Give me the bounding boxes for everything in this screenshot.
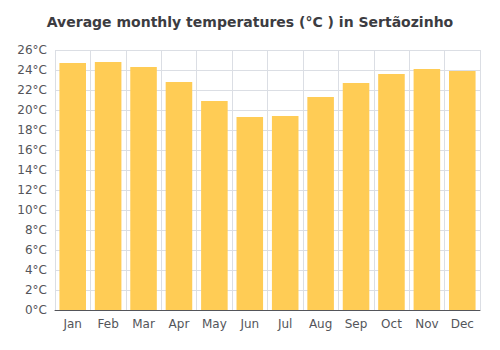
svg-text:6°C: 6°C (25, 243, 47, 257)
svg-text:26°C: 26°C (17, 43, 47, 57)
svg-text:Jun: Jun (239, 317, 259, 331)
svg-text:10°C: 10°C (17, 203, 47, 217)
svg-text:24°C: 24°C (17, 63, 47, 77)
svg-text:Oct: Oct (381, 317, 402, 331)
svg-text:16°C: 16°C (17, 143, 47, 157)
svg-text:Jan: Jan (62, 317, 82, 331)
svg-text:Sep: Sep (345, 317, 368, 331)
svg-text:22°C: 22°C (17, 83, 47, 97)
svg-text:4°C: 4°C (25, 263, 47, 277)
svg-text:Nov: Nov (415, 317, 438, 331)
svg-text:Feb: Feb (98, 317, 119, 331)
svg-text:12°C: 12°C (17, 183, 47, 197)
svg-text:14°C: 14°C (17, 163, 47, 177)
svg-text:2°C: 2°C (25, 283, 47, 297)
svg-text:18°C: 18°C (17, 123, 47, 137)
svg-text:Mar: Mar (132, 317, 155, 331)
svg-text:20°C: 20°C (17, 103, 47, 117)
svg-text:0°C: 0°C (25, 303, 47, 317)
svg-text:Jul: Jul (277, 317, 292, 331)
svg-text:Average monthly temperatures (: Average monthly temperatures (°C ) in Se… (47, 14, 454, 30)
svg-text:Apr: Apr (169, 317, 190, 331)
svg-text:May: May (202, 317, 227, 331)
svg-text:Dec: Dec (451, 317, 474, 331)
svg-text:8°C: 8°C (25, 223, 47, 237)
svg-text:Aug: Aug (309, 317, 332, 331)
